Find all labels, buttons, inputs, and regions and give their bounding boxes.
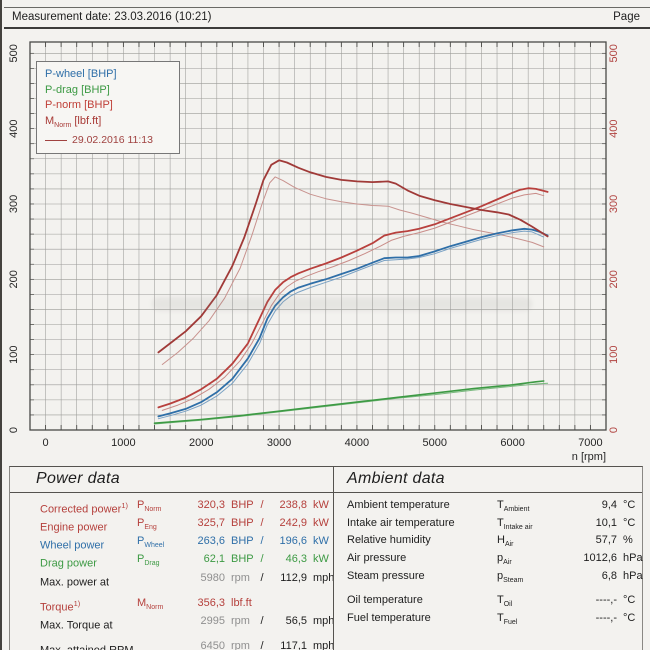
page-label: Page [613, 11, 640, 23]
svg-text:n [rpm]: n [rpm] [572, 451, 606, 463]
svg-text:100: 100 [608, 345, 620, 363]
table-row-oil-temperature: Oil temperature TOil ----,- °C [347, 594, 636, 609]
data-tables: Power data Ambient data Corrected power1… [9, 466, 643, 650]
table-row-ambient-temperature: Ambient temperature TAmbient 9,4 °C [347, 499, 636, 514]
svg-text:4000: 4000 [345, 437, 369, 449]
table-row-air-pressure: Air pressure pAir 1012,6 hPa [347, 552, 643, 567]
report-header: Measurement date: 23.03.2016 (10:21) Pag… [4, 7, 650, 29]
svg-text:300: 300 [8, 195, 20, 213]
table-row-corrected-power: Corrected power1) PNorm 320,3 BHP / 238,8… [40, 499, 329, 516]
svg-text:200: 200 [8, 270, 20, 288]
svg-text:5000: 5000 [423, 437, 447, 449]
power-data-title: Power data [36, 470, 120, 487]
table-row-relative-humidity: Relative humidity HAir 57,7% [347, 534, 633, 549]
legend-item-pdrag: P-drag [BHP] [45, 83, 110, 96]
svg-text:1000: 1000 [111, 437, 135, 449]
svg-text:2000: 2000 [189, 437, 213, 449]
table-row-intake-air-temperature: Intake air temperature TIntake air 10,1 °… [347, 516, 636, 531]
legend-item-reference-run: 29.02.2016 11:13 [45, 133, 173, 149]
table-row-wheel-power: Wheel power PWheel 263,6 BHP / 196,6 kW [40, 535, 329, 552]
svg-text:3000: 3000 [267, 437, 291, 449]
reference-line-swatch [45, 139, 67, 141]
legend-item-pnorm: P-norm [BHP] [45, 99, 113, 111]
ambient-data-table: Ambient temperature TAmbient 9,4 °C Intak… [333, 493, 650, 650]
svg-text:200: 200 [608, 270, 620, 288]
svg-text:500: 500 [8, 44, 20, 62]
svg-text:0: 0 [43, 437, 49, 449]
table-row-steam-pressure: Steam pressure pSteam 6,8 hPa [347, 569, 643, 584]
svg-text:6000: 6000 [500, 437, 524, 449]
table-row-torque: Torque1) MNorm 356,3 lbf.ft [40, 596, 252, 614]
svg-text:7000: 7000 [578, 437, 602, 449]
scan-artifact [152, 297, 532, 311]
legend-item-pwheel: P-wheel [BHP] [45, 68, 117, 80]
ambient-data-title: Ambient data [347, 470, 445, 487]
svg-text:100: 100 [8, 345, 20, 363]
svg-text:400: 400 [608, 119, 620, 137]
table-row-fuel-temperature: Fuel temperature TFuel ----,- °C [347, 612, 636, 627]
table-row-drag-power: Drag power PDrag 62,1 BHP / 46,3 kW [40, 553, 329, 571]
svg-text:300: 300 [608, 195, 620, 213]
svg-text:500: 500 [608, 44, 620, 62]
measurement-date-label: Measurement date: 23.03.2016 (10:21) [12, 11, 212, 23]
table-divider [333, 467, 334, 650]
table-row-max-torque-at: Max. Torque at 2995 rpm / 56,5 mph [40, 614, 335, 632]
svg-text:400: 400 [8, 119, 20, 137]
chart-legend: P-wheel [BHP] P-drag [BHP] P-norm [BHP] … [36, 61, 180, 154]
legend-item-mnorm: MNorm [lbf.ft] [45, 114, 102, 129]
svg-text:0: 0 [608, 427, 620, 433]
table-row-engine-power: Engine power PEng 325,7 BHP / 242,9 kW [40, 517, 329, 534]
svg-text:0: 0 [8, 427, 20, 433]
table-row-max-power-at: Max. power at 5980 rpm / 112,9 mph [40, 571, 335, 589]
dyno-chart: 0 1000 2000 3000 4000 5000 6000 7000 n [rpm] 0 100… [2, 35, 650, 463]
power-data-table: Corrected power1) PNorm 320,3 BHP / 238,8… [10, 493, 335, 650]
